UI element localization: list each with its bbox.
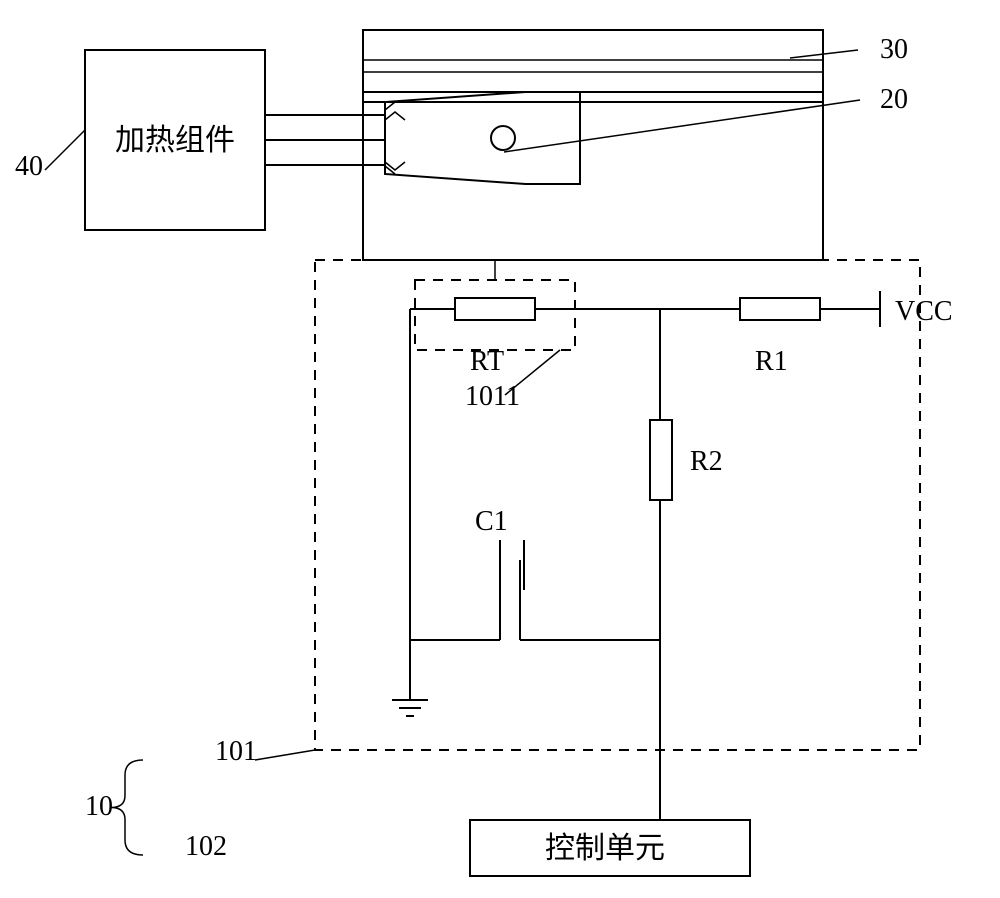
resistor-rt: [455, 298, 535, 320]
capacitor-c1: [495, 540, 525, 590]
control-unit-block: [470, 820, 750, 876]
resistor-r1: [740, 298, 820, 320]
triac-device: [385, 92, 580, 184]
svg-text:20: 20: [880, 84, 908, 115]
heater-block: [85, 50, 265, 230]
sensing-circuit-box: [315, 260, 920, 750]
svg-text:101: 101: [215, 736, 257, 767]
resistor-r2: [650, 420, 672, 500]
svg-text:10: 10: [85, 791, 113, 822]
svg-text:102: 102: [185, 831, 227, 862]
svg-text:40: 40: [15, 151, 43, 182]
svg-text:30: 30: [880, 34, 908, 65]
